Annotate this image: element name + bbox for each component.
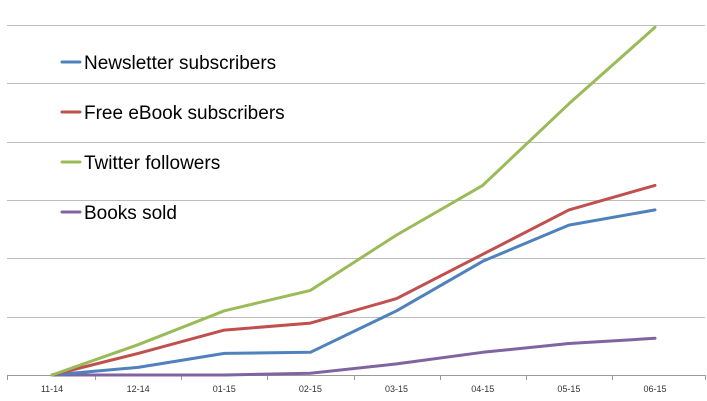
series-line-twitter-followers — [50, 25, 657, 377]
x-tick-label: 11-14 — [41, 384, 63, 394]
x-tick-label: 05-15 — [557, 384, 580, 394]
series-lines — [50, 25, 657, 377]
legend: Newsletter subscribers Free eBook subscri… — [60, 53, 285, 224]
series-line-books-sold — [50, 336, 657, 377]
x-tick-label: 12-14 — [127, 384, 150, 394]
x-axis: 11-14 12-14 01-15 02-15 03-15 04-15 05-15 06-15 — [7, 375, 706, 394]
series-line-newsletter-subscribers — [50, 208, 657, 377]
legend-label-twitter-followers: Twitter followers — [84, 153, 220, 174]
legend-label-free-ebook-subscribers: Free eBook subscribers — [84, 103, 285, 124]
x-tick-label: 04-15 — [471, 384, 494, 394]
legend-label-books-sold: Books sold — [84, 203, 177, 224]
series-line-free-ebook-subscribers — [50, 183, 657, 377]
x-tick-label: 02-15 — [299, 384, 322, 394]
gridlines — [7, 25, 705, 318]
x-tick-label: 06-15 — [643, 384, 666, 394]
x-tick-label: 03-15 — [385, 384, 408, 394]
x-tick-label: 01-15 — [213, 384, 236, 394]
legend-label-newsletter-subscribers: Newsletter subscribers — [84, 53, 276, 74]
